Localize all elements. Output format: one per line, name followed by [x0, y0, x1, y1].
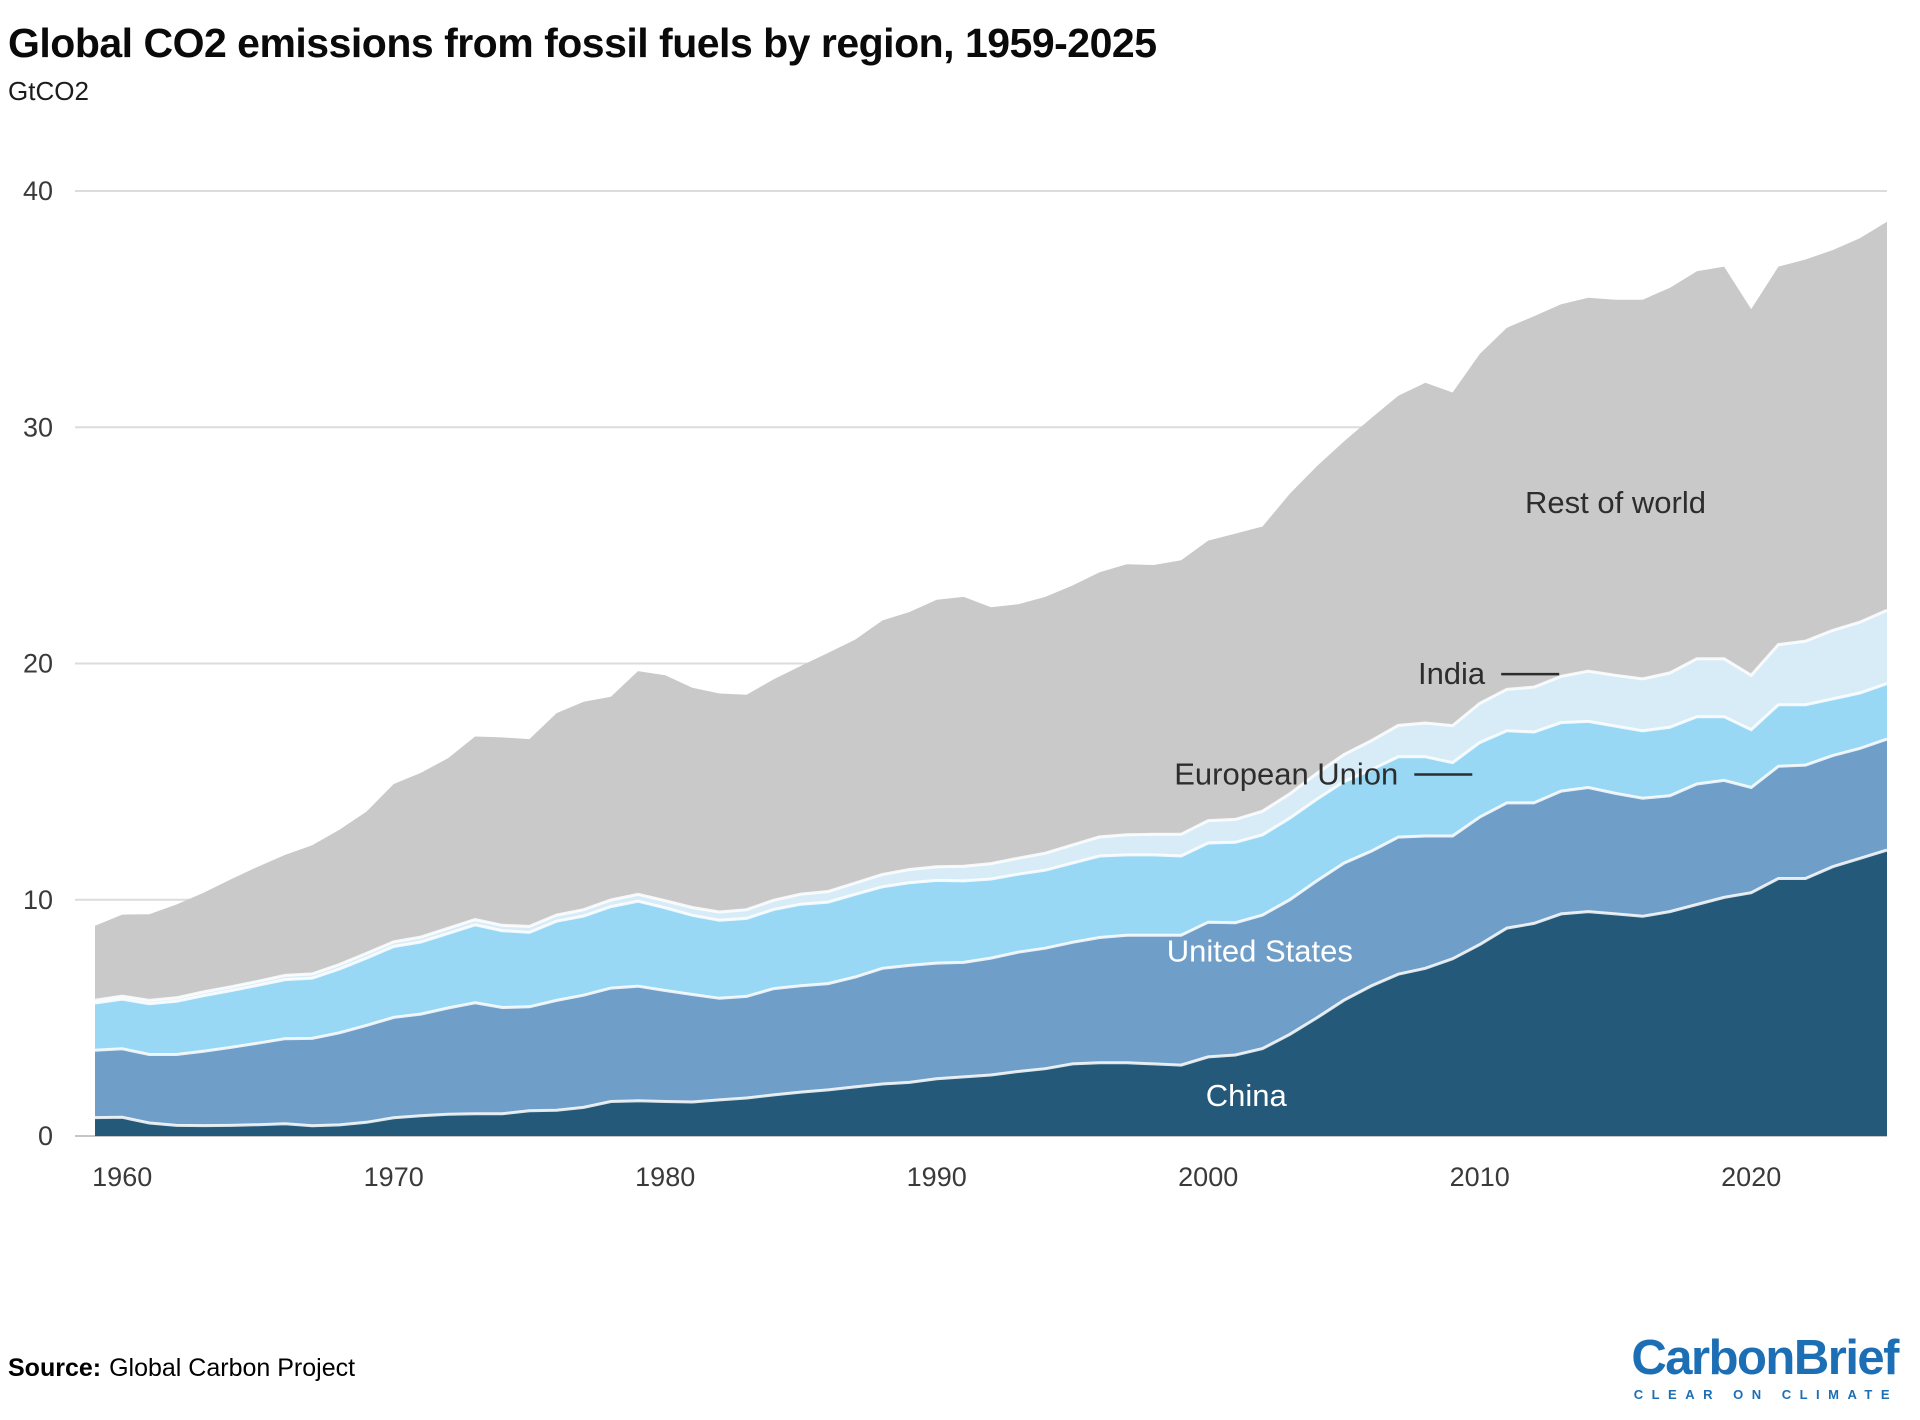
x-tick-1960: 1960 [92, 1162, 152, 1192]
label-china: China [1206, 1078, 1288, 1113]
boundary-european-union [94, 682, 1888, 1006]
label-european-union: European Union [1174, 757, 1398, 792]
boundary-china [94, 848, 1888, 1128]
x-tick-2000: 2000 [1178, 1162, 1238, 1192]
label-united-states: United States [1167, 934, 1353, 969]
label-rest-of-world: Rest of world [1525, 485, 1706, 520]
logo-tagline: CLEAR ON CLIMATE [1633, 1387, 1898, 1402]
area-rest-of-world [95, 221, 1887, 1001]
x-tick-1980: 1980 [635, 1162, 695, 1192]
x-axis-labels: 1960 1970 1980 1990 2000 2010 2020 [92, 1162, 1781, 1192]
label-india: India [1418, 656, 1486, 691]
x-tick-1970: 1970 [364, 1162, 424, 1192]
area-european-union [95, 683, 1887, 1055]
boundary-india [94, 609, 1888, 1003]
area-united-states [95, 739, 1887, 1126]
source-text: Global Carbon Project [109, 1353, 356, 1382]
x-tick-1990: 1990 [907, 1162, 967, 1192]
area-boundaries [94, 609, 1888, 1128]
y-axis-labels: 0 10 20 30 40 [23, 176, 53, 1151]
source-note: Source: Global Carbon Project [8, 1354, 355, 1383]
y-tick-30: 30 [23, 412, 53, 442]
source-label: Source: [8, 1353, 102, 1382]
chart-unit-label: GtCO2 [8, 76, 89, 107]
y-tick-20: 20 [23, 649, 53, 679]
boundary-united-states [94, 737, 1888, 1057]
carbonbrief-logo: CarbonBrief CLEAR ON CLIMATE [1631, 1331, 1899, 1403]
chart-footer: Source: Global Carbon Project CarbonBrief… [8, 1331, 1899, 1403]
area-china [95, 850, 1887, 1137]
x-tick-2020: 2020 [1721, 1162, 1781, 1192]
chart-header: Global CO2 emissions from fossil fuels b… [0, 0, 1920, 107]
y-tick-10: 10 [23, 885, 53, 915]
logo-wordmark: CarbonBrief [1631, 1331, 1899, 1385]
y-tick-0: 0 [38, 1121, 53, 1151]
series-labels: Rest of world India European Union United S… [1167, 485, 1706, 1113]
chart-title: Global CO2 emissions from fossil fuels b… [8, 20, 1157, 66]
stacked-areas [95, 221, 1887, 1137]
y-tick-40: 40 [23, 176, 53, 206]
emissions-chart: 0 10 20 30 40 1960 1970 1980 1990 2000 2010 2020 Res… [23, 176, 1888, 1192]
x-tick-2010: 2010 [1450, 1162, 1510, 1192]
